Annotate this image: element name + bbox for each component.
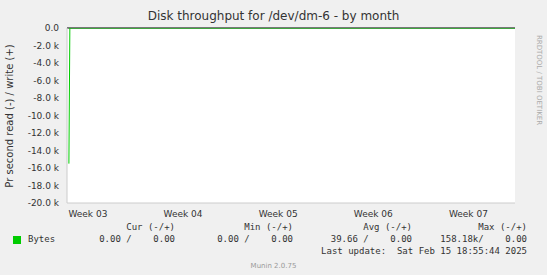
html-text:Cur (-/+): Cur (-/+) (126, 222, 175, 232)
html-text:Disk throughput for /dev/dm-6: Disk throughput for /dev/dm-6 - by month (147, 9, 400, 23)
svg-text:Week 04: Week 04 (164, 209, 203, 219)
svg-text:0.0: 0.0 (45, 23, 60, 33)
svg-text:-8.0 k: -8.0 k (33, 93, 59, 103)
svg-text:-10.0 k: -10.0 k (28, 111, 60, 121)
html-text:Avg (-/+): Avg (-/+) (363, 222, 412, 232)
svg-text:-6.0 k: -6.0 k (33, 76, 59, 86)
html-text:0.00 / 0.00: 0.00 / 0.00 (99, 234, 175, 244)
html-text:Max (-/+): Max (-/+) (478, 222, 527, 232)
html-text:39.66 / 0.00: 39.66 / 0.00 (330, 234, 412, 244)
svg-text:Week 07: Week 07 (449, 209, 488, 219)
html-text:158.18k/ 0.00: 158.18k/ 0.00 (440, 234, 527, 244)
svg-text:-14.0 k: -14.0 k (28, 146, 60, 156)
svg-text:Week 03: Week 03 (68, 209, 107, 219)
svg-text:-4.0 k: -4.0 k (33, 58, 59, 68)
svg-text:-12.0 k: -12.0 k (28, 128, 60, 138)
html-text:RRDTOOL / TOBI OETIKER: RRDTOOL / TOBI OETIKER (535, 34, 543, 126)
html-text:Bytes: Bytes (28, 234, 56, 244)
svg-text:Week 05: Week 05 (259, 209, 298, 219)
svg-text:-20.0 k: -20.0 k (28, 198, 60, 208)
html-text:Min (-/+): Min (-/+) (244, 222, 293, 232)
svg-text:-16.0 k: -16.0 k (28, 163, 60, 173)
html-text:0.00 / 0.00: 0.00 / 0.00 (217, 234, 293, 244)
html-text:Last update: Sat Feb 15 18:55:: Last update: Sat Feb 15 18:55:44 2025 (321, 246, 527, 256)
html-text:Munin 2.0.75: Munin 2.0.75 (250, 262, 297, 270)
svg-text:Week 06: Week 06 (354, 209, 393, 219)
svg-text:-18.0 k: -18.0 k (28, 181, 60, 191)
svg-text:-2.0 k: -2.0 k (33, 41, 59, 51)
html-text:Pr second read (-) / write (+): Pr second read (-) / write (+) (3, 44, 15, 188)
